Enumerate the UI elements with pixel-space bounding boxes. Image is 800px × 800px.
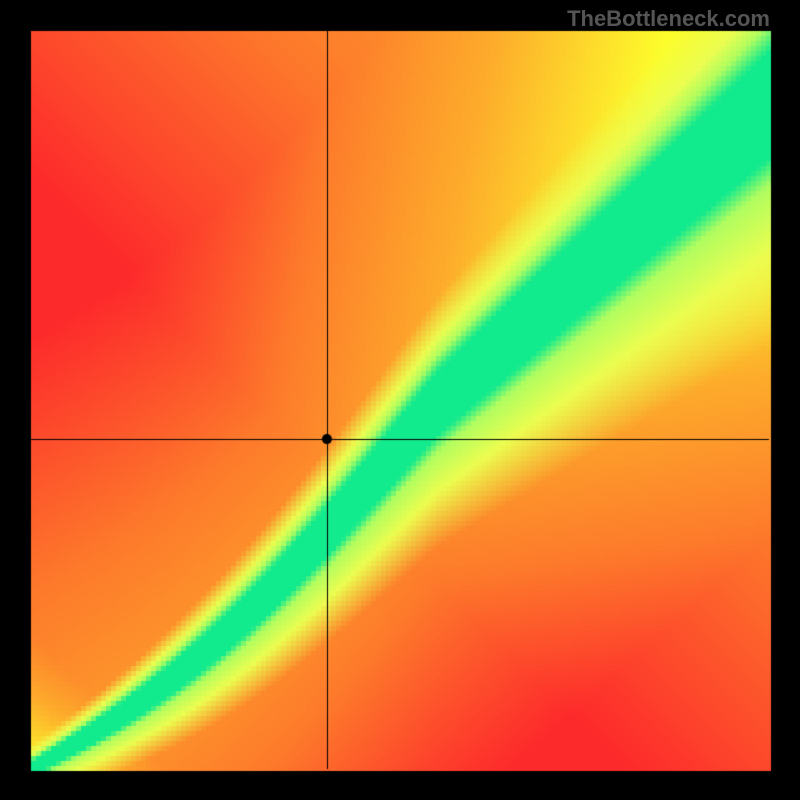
watermark-text: TheBottleneck.com (567, 6, 770, 32)
chart-container: TheBottleneck.com (0, 0, 800, 800)
bottleneck-heatmap-canvas (0, 0, 800, 800)
